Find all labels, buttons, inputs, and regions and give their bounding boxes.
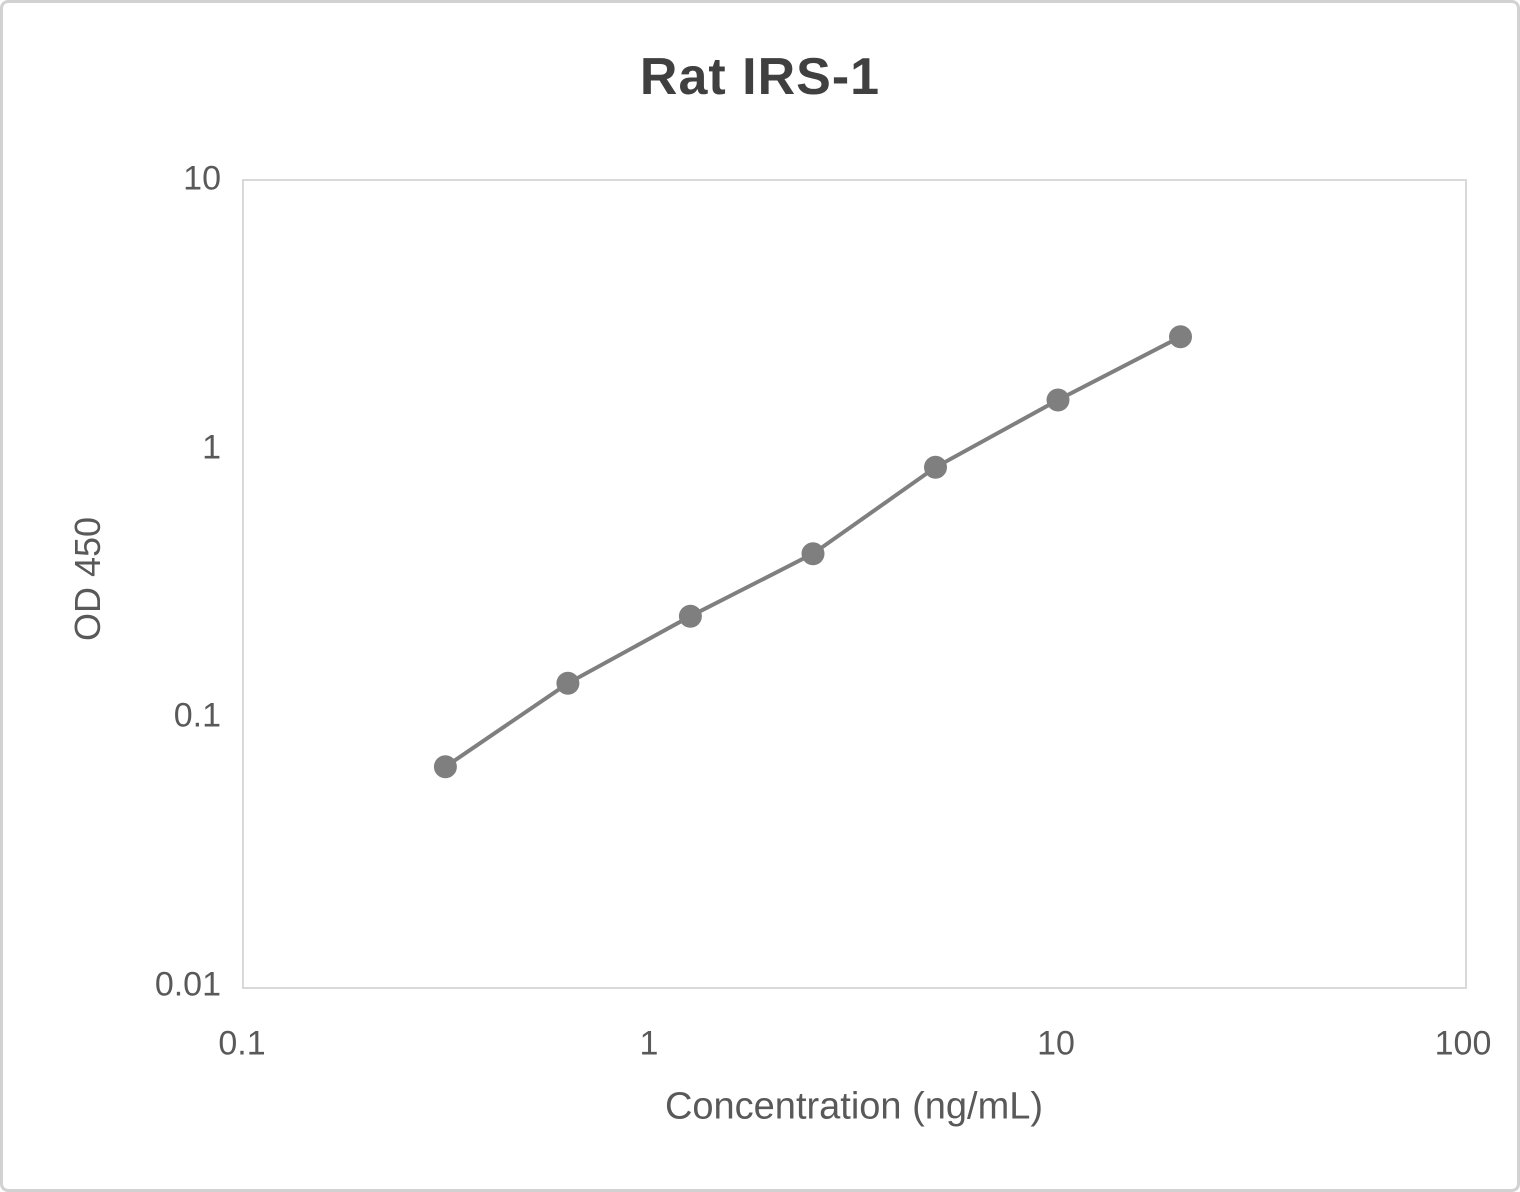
series-plot — [433, 325, 1192, 779]
x-tick-label: 10 — [1037, 1024, 1075, 1063]
y-tick-label: 10 — [183, 159, 221, 198]
data-point — [556, 671, 580, 695]
data-point — [1046, 388, 1070, 412]
x-tick-label: 100 — [1434, 1024, 1492, 1063]
x-axis-title: Concentration (ng/mL) — [664, 1085, 1044, 1128]
data-point — [678, 604, 702, 628]
x-tick-label: 1 — [639, 1024, 659, 1063]
plot-area — [242, 179, 1467, 989]
y-tick-label: 1 — [202, 428, 221, 467]
data-point — [1169, 325, 1192, 349]
y-tick-label: 0.01 — [154, 965, 221, 1004]
x-tick-label: 0.1 — [218, 1024, 266, 1063]
data-point — [433, 755, 457, 779]
data-point — [924, 455, 947, 479]
y-axis-title: OD 450 — [67, 516, 108, 642]
data-point — [801, 542, 825, 566]
y-tick-label: 0.1 — [173, 696, 221, 735]
chart-title: Rat IRS-1 — [639, 48, 881, 106]
